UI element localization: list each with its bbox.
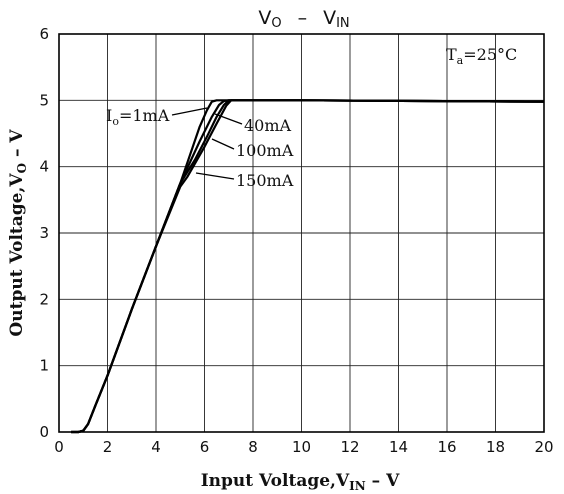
plot-frame [58, 33, 545, 433]
y-tick-label: 6 [39, 25, 49, 43]
x-tick-label: 2 [103, 438, 113, 456]
leader-150ma [195, 172, 235, 180]
y-tick-label: 5 [39, 91, 49, 109]
x-tick-label: 10 [292, 438, 311, 456]
y-tick-label: 3 [39, 224, 49, 242]
leader-40ma [214, 113, 243, 125]
series-label-150ma: 150mA [236, 171, 294, 190]
series-line-150ma [71, 99, 545, 434]
series-line-40ma [71, 99, 545, 434]
x-tick-label: 6 [200, 438, 210, 456]
series-line-100ma [71, 99, 545, 434]
x-tick-label: 8 [248, 438, 258, 456]
leader-1ma [171, 107, 208, 116]
x-tick-label: 4 [151, 438, 161, 456]
series-lines [71, 99, 545, 434]
x-tick-label: 20 [534, 438, 553, 456]
y-tick-label: 1 [39, 357, 49, 375]
y-tick-label: 0 [39, 423, 49, 441]
x-tick-label: 16 [437, 438, 456, 456]
x-tick-label: 12 [340, 438, 359, 456]
series-label-40ma: 40mA [244, 116, 292, 135]
y-tick-label: 2 [39, 290, 49, 308]
series-label-1ma: Io=1mA [106, 106, 170, 128]
y-tick-label: 4 [39, 158, 49, 176]
grid-lines [59, 34, 544, 432]
condition-label: Ta=25°C [446, 45, 517, 67]
x-axis-label: Input Voltage,VIN – V [201, 471, 400, 493]
series-label-100ma: 100mA [236, 141, 294, 160]
y-axis-label: Output Voltage,VO – V [7, 129, 29, 337]
x-tick-label: 18 [486, 438, 505, 456]
x-tick-label: 0 [54, 438, 64, 456]
series-line-io-1ma [71, 99, 545, 434]
chart-title: VO – VIN [258, 7, 349, 31]
leader-100ma [211, 138, 235, 150]
x-tick-label: 14 [389, 438, 408, 456]
